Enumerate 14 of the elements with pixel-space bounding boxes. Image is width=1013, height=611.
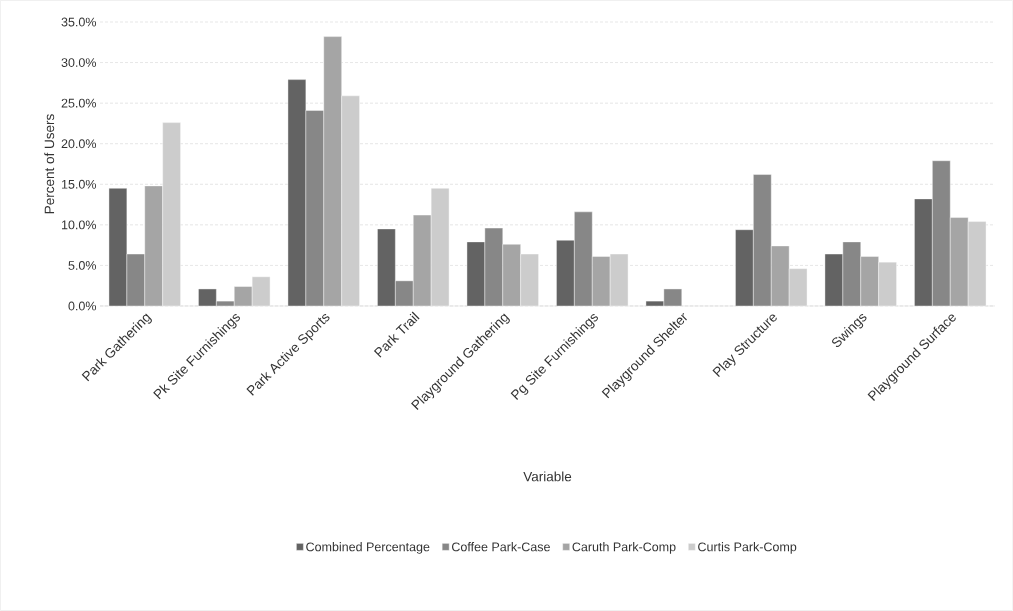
legend-label: Combined Percentage [306,542,430,554]
legend-label: Coffee Park-Case [452,542,550,552]
y-tick-label: 25.0% [61,98,97,108]
y-tick-label: 35.0% [61,17,97,27]
y-axis-title: Percent of Users [44,114,55,214]
y-tick-label: 10.0% [61,220,97,230]
y-tick-label: 30.0% [61,58,97,67]
legend-label: Curtis Park-Comp [698,542,797,554]
legend-label: Caruth Park-Comp [572,542,676,554]
y-tick-label: 15.0% [61,179,97,189]
y-tick-label: 5.0% [68,261,97,270]
x-axis-title: Variable [523,471,572,482]
y-tick-label: 0.0% [68,301,97,311]
y-tick-label: 20.0% [61,139,97,149]
